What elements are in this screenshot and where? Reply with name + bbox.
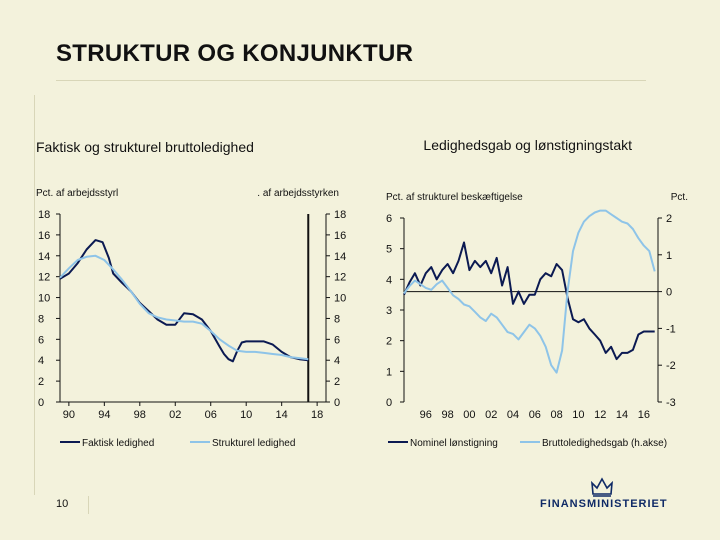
y-tick-label-left: 5 bbox=[386, 244, 392, 256]
y-tick-label-right: 12 bbox=[334, 272, 346, 284]
x-tick-label: 08 bbox=[550, 409, 562, 421]
chart-left-legend: Faktisk ledighed Strukturel ledighed bbox=[60, 438, 295, 449]
legend-label-strukturel: Strukturel ledighed bbox=[212, 438, 295, 449]
y-tick-label-left: 1 bbox=[386, 366, 392, 378]
chart-right-ylabel-left: Pct. af strukturel beskæftigelse bbox=[386, 192, 523, 203]
chart-right-title: Ledighedsgab og lønstigningstakt bbox=[423, 137, 632, 153]
x-tick-label: 12 bbox=[594, 409, 606, 421]
chart-right-ylabel-right: Pct. bbox=[671, 192, 688, 203]
x-tick-label: 90 bbox=[63, 409, 75, 421]
chart-right-legend: Nominel lønstigning Bruttoledighedsgab (… bbox=[388, 438, 667, 449]
x-tick-label: 02 bbox=[169, 409, 181, 421]
x-tick-label: 96 bbox=[420, 409, 432, 421]
chart-left-series bbox=[59, 239, 309, 363]
x-tick-label: 94 bbox=[98, 409, 110, 421]
legend-label-faktisk: Faktisk ledighed bbox=[82, 438, 154, 449]
series-line-faktisk bbox=[59, 239, 309, 363]
x-tick-label: 04 bbox=[507, 409, 519, 421]
y-tick-label-left: 0 bbox=[38, 397, 44, 409]
y-tick-label-right: 2 bbox=[666, 213, 672, 225]
chart-left-ylabel-right: . af arbejdsstyrken bbox=[257, 188, 339, 199]
y-tick-label-right: 14 bbox=[334, 251, 346, 263]
x-tick-label: 02 bbox=[485, 409, 497, 421]
x-tick-label: 14 bbox=[616, 409, 628, 421]
logo-text: FINANSMINISTERIET bbox=[540, 498, 668, 510]
x-tick-label: 10 bbox=[572, 409, 584, 421]
y-tick-label-left: 14 bbox=[38, 251, 50, 263]
y-tick-label-left: 4 bbox=[386, 274, 392, 286]
y-tick-label-right: -1 bbox=[666, 323, 676, 335]
x-tick-label: 06 bbox=[529, 409, 541, 421]
y-tick-label-right: 0 bbox=[666, 287, 672, 299]
y-tick-label-right: 8 bbox=[334, 313, 340, 325]
crown-icon bbox=[591, 477, 613, 497]
y-tick-label-left: 0 bbox=[386, 397, 392, 409]
page-number: 10 bbox=[56, 498, 69, 510]
y-tick-label-left: 2 bbox=[386, 336, 392, 348]
y-tick-label-left: 4 bbox=[38, 355, 44, 367]
y-tick-label-right: 6 bbox=[334, 334, 340, 346]
y-tick-label-right: 10 bbox=[334, 293, 346, 305]
series-line-loenstigning bbox=[403, 241, 655, 361]
chart-left-ylabel-left: Pct. af arbejdsstyrl bbox=[36, 188, 118, 199]
y-tick-label-left: 6 bbox=[386, 213, 392, 225]
page-number-divider bbox=[88, 496, 89, 514]
y-tick-label-left: 2 bbox=[38, 376, 44, 388]
y-tick-label-left: 18 bbox=[38, 209, 50, 221]
series-line-strukturel bbox=[59, 254, 309, 361]
title-divider bbox=[56, 80, 646, 81]
x-tick-label: 06 bbox=[205, 409, 217, 421]
x-tick-label: 16 bbox=[638, 409, 650, 421]
x-tick-label: 10 bbox=[240, 409, 252, 421]
y-tick-label-right: 18 bbox=[334, 209, 346, 221]
y-tick-label-right: 2 bbox=[334, 376, 340, 388]
y-tick-label-left: 6 bbox=[38, 334, 44, 346]
x-tick-label: 00 bbox=[463, 409, 475, 421]
y-tick-label-left: 16 bbox=[38, 230, 50, 242]
y-tick-label-right: 4 bbox=[334, 355, 340, 367]
chart-wage-gap: Ledighedsgab og lønstigningstakt Pct. af… bbox=[386, 137, 688, 449]
chart-right-series bbox=[403, 209, 656, 374]
y-tick-label-right: 1 bbox=[666, 250, 672, 262]
y-tick-label-left: 8 bbox=[38, 313, 44, 325]
chart-left-title: Faktisk og strukturel bruttoledighed bbox=[36, 139, 254, 155]
y-tick-label-right: 16 bbox=[334, 230, 346, 242]
left-margin-line bbox=[34, 95, 35, 495]
slide-title: STRUKTUR OG KONJUNKTUR bbox=[56, 40, 414, 67]
y-tick-label-left: 3 bbox=[386, 305, 392, 317]
y-tick-label-left: 10 bbox=[38, 293, 50, 305]
x-tick-label: 18 bbox=[311, 409, 323, 421]
legend-label-loenstigning: Nominel lønstigning bbox=[410, 438, 498, 449]
y-tick-label-left: 12 bbox=[38, 272, 50, 284]
y-tick-label-right: -2 bbox=[666, 360, 676, 372]
x-tick-label: 98 bbox=[134, 409, 146, 421]
y-tick-label-right: 0 bbox=[334, 397, 340, 409]
y-tick-label-right: -3 bbox=[666, 397, 676, 409]
x-tick-label: 98 bbox=[441, 409, 453, 421]
x-tick-label: 14 bbox=[276, 409, 288, 421]
legend-label-ledighedsgab: Bruttoledighedsgab (h.akse) bbox=[542, 438, 667, 449]
chart-unemployment: Faktisk og strukturel bruttoledighed Pct… bbox=[36, 139, 346, 449]
finansministeriet-logo: FINANSMINISTERIET bbox=[540, 476, 670, 516]
series-line-ledighedsgab bbox=[403, 209, 656, 374]
